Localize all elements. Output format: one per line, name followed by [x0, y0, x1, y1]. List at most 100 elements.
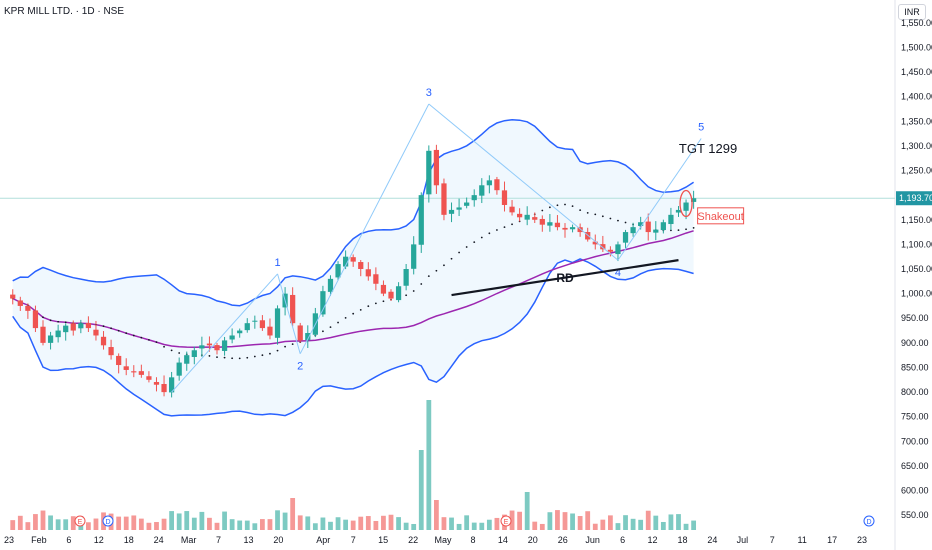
candle-body — [388, 291, 394, 299]
volume-bar — [403, 522, 409, 530]
candle-body — [146, 376, 152, 380]
candle-body — [607, 249, 614, 252]
candle-body — [229, 335, 235, 340]
basis-dot — [556, 204, 559, 207]
wave-label: 1 — [274, 257, 280, 269]
volume-bar — [426, 400, 432, 530]
candle-body — [93, 329, 99, 336]
volume-bar — [138, 518, 144, 530]
volume-bar — [290, 498, 296, 530]
basis-dot — [110, 327, 112, 330]
basis-dot — [503, 226, 506, 229]
basis-dot — [57, 320, 60, 323]
x-tick-label: 26 — [558, 535, 568, 545]
volume-bar — [592, 523, 598, 530]
wave-line — [428, 103, 619, 261]
volume-bar — [267, 519, 273, 530]
volume-bar — [244, 520, 250, 530]
candle-body — [411, 244, 417, 269]
y-tick-label: 1,150.00 — [901, 215, 932, 225]
candle-body — [373, 274, 379, 284]
candle-body — [184, 355, 190, 364]
x-tick-label: 20 — [273, 535, 283, 545]
y-tick-label: 1,350.00 — [901, 116, 932, 126]
candle-body — [297, 325, 303, 341]
volume-bar — [577, 516, 583, 530]
y-tick-label: 1,100.00 — [901, 239, 932, 249]
y-tick-label: 1,250.00 — [901, 166, 932, 176]
volume-bar — [305, 516, 311, 530]
volume-bar — [691, 520, 697, 530]
y-tick-label: 700.00 — [901, 436, 929, 446]
wave-label: 4 — [615, 267, 621, 279]
basis-dot — [322, 330, 324, 333]
candle-body — [244, 323, 250, 331]
x-tick-label: 6 — [620, 535, 625, 545]
basis-dot — [382, 300, 385, 303]
basis-dot — [571, 205, 574, 207]
basis-dot — [685, 228, 687, 231]
x-tick-label: 7 — [770, 535, 775, 545]
candle-body — [138, 371, 144, 375]
wave-line — [299, 103, 430, 354]
volume-bar — [668, 514, 674, 530]
volume-bar — [350, 520, 356, 530]
basis-dot — [223, 356, 226, 359]
volume-bar — [297, 515, 303, 530]
candle-body — [153, 382, 160, 385]
volume-bar — [434, 500, 439, 530]
candle-body — [448, 209, 455, 214]
x-tick-label: May — [435, 535, 453, 545]
candle-body — [441, 183, 447, 215]
volume-bar — [418, 450, 424, 530]
candle-body — [32, 310, 39, 329]
volume-bar — [486, 519, 492, 530]
candle-body — [17, 300, 23, 306]
x-tick-label: 24 — [154, 535, 164, 545]
volume-bar — [517, 511, 523, 530]
volume-bar — [623, 515, 628, 530]
basis-dot — [238, 357, 241, 360]
basis-dot — [246, 356, 249, 359]
candle-body — [464, 202, 470, 206]
basis-dot — [594, 213, 597, 216]
volume-bar — [464, 515, 470, 530]
volume-bar — [358, 516, 364, 530]
candle-body — [653, 229, 659, 233]
x-tick-label: Feb — [31, 535, 47, 545]
candle-body — [131, 371, 137, 373]
volume-bar — [176, 513, 182, 530]
volume-bar — [260, 519, 265, 530]
basis-dot — [450, 257, 453, 260]
candle-body — [327, 278, 334, 292]
y-tick-label: 1,050.00 — [901, 264, 932, 274]
basis-dot — [601, 215, 604, 218]
basis-dot — [412, 290, 415, 292]
volume-bar — [169, 511, 175, 530]
volume-bar — [388, 514, 394, 530]
basis-dot — [337, 321, 339, 324]
volume-bar — [282, 512, 288, 530]
basis-dot — [291, 343, 294, 345]
candle-body — [365, 269, 371, 277]
basis-dot — [253, 355, 256, 358]
currency-badge[interactable]: INR — [898, 4, 926, 20]
candle-body — [403, 269, 409, 286]
candle-body — [615, 244, 621, 255]
y-tick-label: 650.00 — [901, 461, 929, 471]
candle-body — [486, 180, 492, 186]
basis-dot — [435, 269, 438, 272]
volume-bar — [123, 516, 129, 530]
basis-dot — [208, 355, 211, 357]
volume-bar — [40, 510, 46, 530]
x-tick-label: 14 — [498, 535, 508, 545]
basis-dot — [374, 302, 377, 305]
candle-body — [161, 384, 167, 393]
candle-body — [494, 179, 500, 191]
volume-bar — [494, 517, 500, 530]
bollinger-lower-band — [12, 258, 694, 417]
candle-body — [554, 222, 561, 228]
basis-dot — [231, 357, 234, 360]
candle-body — [10, 294, 16, 299]
